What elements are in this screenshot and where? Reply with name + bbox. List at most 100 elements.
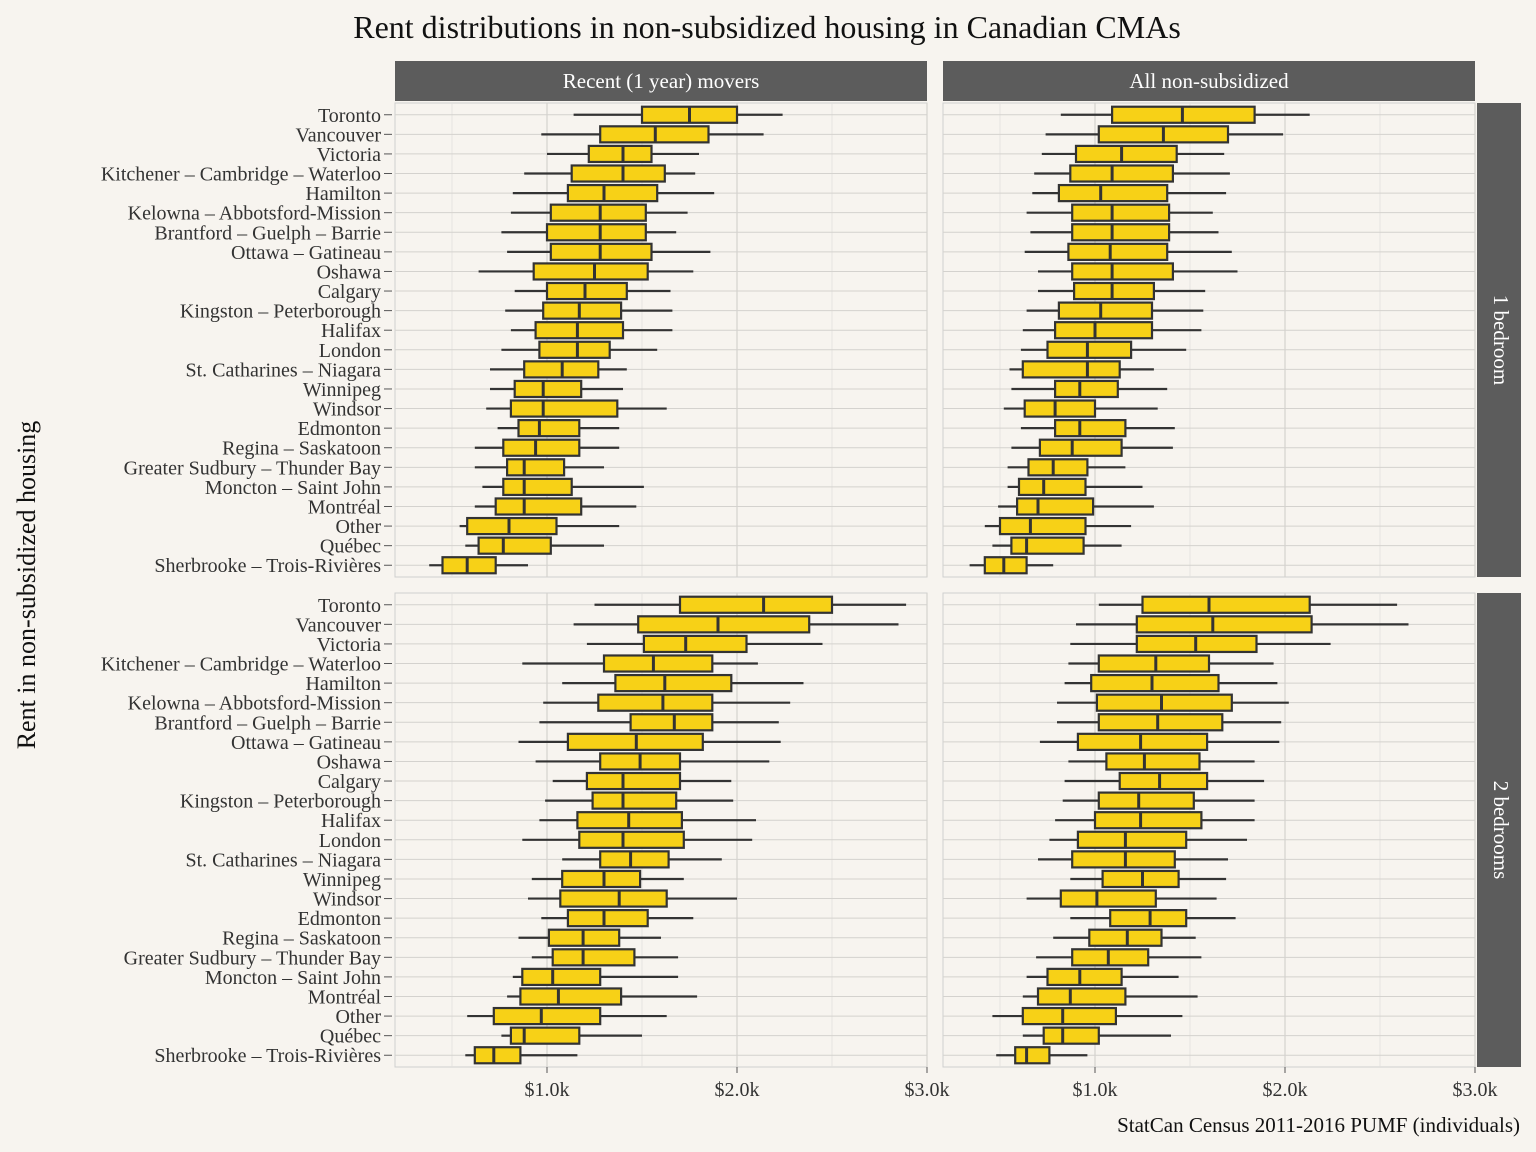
y-axis-label: Rent in non-subsidized housing	[12, 421, 41, 750]
box-iqr	[1090, 673, 1220, 693]
box-iqr	[1021, 360, 1121, 379]
box-iqr	[1105, 752, 1201, 771]
box-iqr	[1097, 654, 1211, 673]
box-iqr	[1071, 850, 1176, 869]
box-iqr	[1053, 379, 1119, 399]
box-iqr	[502, 438, 581, 457]
y-tick-label: Halifax	[321, 320, 381, 342]
box-6	[1030, 223, 1219, 242]
row-strip-label: 2 bedrooms	[1489, 781, 1513, 880]
box-4	[562, 673, 804, 693]
box-iqr	[1076, 732, 1209, 751]
box-iqr	[1088, 928, 1163, 947]
box-17	[518, 928, 661, 947]
box-iqr	[983, 556, 1028, 575]
box-8	[478, 262, 694, 281]
y-tick-label: Greater Sudbury – Thunder Bay	[124, 947, 381, 969]
y-tick-label: Victoria	[317, 144, 381, 166]
box-iqr	[570, 164, 666, 183]
y-tick-label: Québec	[320, 1026, 381, 1048]
box-16	[1020, 419, 1175, 438]
box-iqr	[1101, 869, 1180, 889]
box-iqr	[1057, 301, 1154, 320]
box-iqr	[1097, 791, 1195, 810]
box-iqr	[566, 183, 659, 203]
box-23	[429, 556, 528, 575]
x-tick-label: $3.0k	[905, 1079, 950, 1101]
box-4	[1032, 183, 1227, 203]
box-1	[1076, 615, 1409, 634]
y-tick-label: Montréal	[308, 986, 382, 1008]
box-iqr	[1135, 615, 1313, 634]
caption: StatCan Census 2011-2016 PUMF (individua…	[1117, 1113, 1520, 1137]
y-tick-label: Brantford – Guelph – Barrie	[154, 222, 381, 244]
x-tick-label: $2.0k	[715, 1079, 760, 1101]
box-iqr	[637, 615, 811, 634]
x-tick-label: $1.0k	[525, 1079, 570, 1101]
box-iqr	[1109, 909, 1188, 928]
y-tick-label: Calgary	[318, 281, 381, 303]
box-iqr	[509, 399, 619, 418]
y-tick-label: London	[319, 340, 381, 362]
y-tick-label: Montréal	[308, 496, 382, 518]
y-tick-label: Toronto	[318, 105, 381, 127]
box-iqr	[1036, 987, 1127, 1006]
box-8	[1068, 752, 1255, 771]
box-iqr	[597, 693, 714, 712]
box-20	[474, 497, 637, 516]
y-tick-label: Kingston – Peterborough	[180, 301, 381, 323]
box-iqr	[591, 791, 678, 810]
box-iqr	[1097, 713, 1224, 732]
box-iqr	[566, 909, 649, 928]
box-1	[1045, 125, 1284, 144]
y-tick-label: Regina – Saskatoon	[222, 928, 381, 950]
y-tick-label: Brantford – Guelph – Barrie	[154, 712, 381, 734]
box-11	[510, 321, 673, 340]
box-iqr	[602, 654, 714, 673]
y-tick-label: Greater Sudbury – Thunder Bay	[124, 457, 381, 479]
box-iqr	[578, 830, 685, 849]
box-iqr	[1141, 595, 1311, 614]
panel	[394, 102, 928, 578]
box-iqr	[1010, 536, 1085, 555]
x-tick-label: $3.0k	[1453, 1079, 1498, 1101]
y-tick-label: Hamilton	[305, 673, 381, 695]
y-tick-label: Sherbrooke – Trois-Rivières	[154, 555, 381, 577]
box-21	[467, 1006, 667, 1026]
box-iqr	[542, 301, 623, 320]
box-iqr	[545, 223, 647, 242]
box-iqr	[998, 516, 1087, 536]
panel	[394, 592, 928, 1068]
box-19	[512, 967, 679, 987]
box-5	[510, 203, 688, 222]
box-10	[545, 791, 734, 810]
box-iqr	[545, 281, 628, 301]
box-14	[490, 379, 623, 399]
row-strip-label: 1 bedroom	[1489, 295, 1513, 385]
box-16	[541, 909, 694, 928]
box-iqr	[1067, 242, 1169, 261]
box-12	[1020, 340, 1187, 359]
box-20	[998, 497, 1154, 516]
chart-title: Rent distributions in non-subsidized hou…	[353, 9, 1181, 45]
box-4	[1064, 673, 1278, 693]
box-2	[547, 144, 699, 164]
box-23	[465, 1046, 578, 1065]
box-5	[1026, 203, 1213, 222]
box-2	[586, 634, 823, 654]
box-iqr	[538, 340, 611, 359]
box-3	[524, 164, 696, 183]
box-iqr	[1071, 948, 1150, 967]
y-tick-label: Regina – Saskatoon	[222, 438, 381, 460]
box-5	[1057, 693, 1289, 712]
box-iqr	[1053, 419, 1127, 438]
box-iqr	[1074, 144, 1178, 164]
box-iqr	[1093, 811, 1203, 830]
box-17	[1011, 438, 1173, 457]
box-iqr	[1021, 1006, 1117, 1026]
box-iqr	[1042, 1026, 1100, 1045]
box-iqr	[1076, 830, 1188, 849]
box-12	[501, 340, 658, 359]
column-strip	[943, 61, 1475, 101]
